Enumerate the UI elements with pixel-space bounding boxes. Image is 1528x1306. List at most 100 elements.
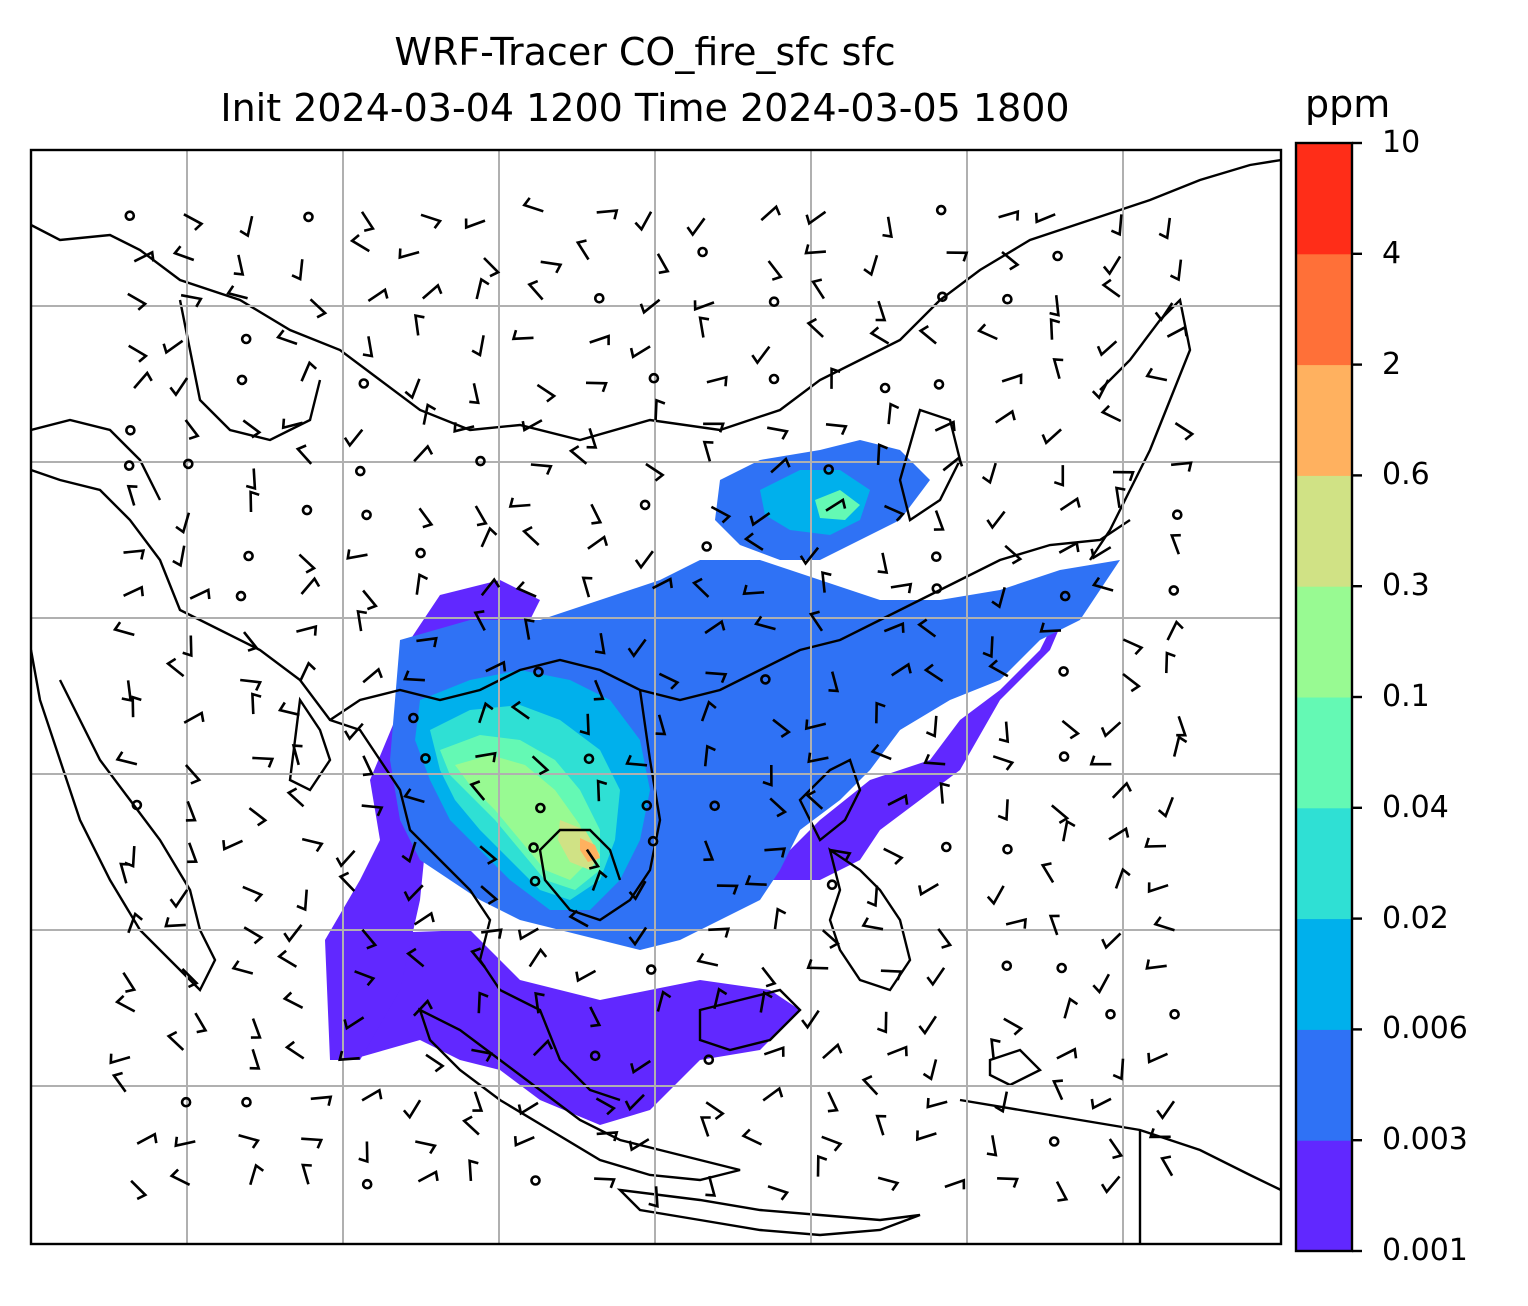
wind-barb bbox=[1176, 715, 1188, 737]
wind-barb bbox=[1056, 1047, 1078, 1060]
wind-barb bbox=[361, 928, 378, 950]
wind-barb bbox=[861, 917, 884, 931]
wind-barb bbox=[1101, 932, 1122, 950]
wind-barb bbox=[652, 577, 673, 590]
wind-barb bbox=[1147, 882, 1169, 894]
wind-barb bbox=[706, 375, 728, 387]
colorbar-tick-label: 10 bbox=[1382, 125, 1421, 160]
wind-barb bbox=[1108, 826, 1130, 841]
colorbar-ticks bbox=[1352, 141, 1362, 1253]
map-frame bbox=[29, 148, 1283, 1246]
wind-barb bbox=[589, 1006, 602, 1028]
wind-barb bbox=[402, 1099, 422, 1120]
wind-barb bbox=[181, 967, 199, 989]
calm-wind-marker bbox=[243, 550, 254, 562]
wind-barb bbox=[343, 722, 364, 741]
wind-barb bbox=[1122, 638, 1144, 656]
wind-barb bbox=[1169, 533, 1181, 555]
wind-barb bbox=[126, 484, 138, 506]
wind-barb bbox=[356, 609, 368, 632]
wind-barb bbox=[887, 402, 900, 425]
wind-barb bbox=[277, 701, 300, 717]
wind-barb bbox=[744, 874, 767, 886]
wind-barb bbox=[475, 277, 490, 300]
calm-wind-marker bbox=[301, 504, 313, 516]
wind-barb bbox=[925, 715, 938, 738]
wind-barb bbox=[811, 278, 825, 300]
wind-barb bbox=[245, 468, 257, 491]
calm-wind-marker bbox=[701, 541, 713, 552]
wind-barb bbox=[1112, 1058, 1125, 1081]
wind-barb bbox=[1091, 576, 1114, 592]
wind-barb bbox=[627, 638, 647, 658]
wind-barb bbox=[1051, 1079, 1064, 1101]
wind-barb bbox=[483, 257, 501, 278]
wind-barb bbox=[122, 971, 137, 993]
wind-barb bbox=[283, 924, 303, 943]
wind-barb bbox=[1058, 541, 1080, 554]
wind-barb bbox=[528, 947, 548, 968]
wind-barb bbox=[1100, 404, 1122, 423]
wind-barb bbox=[413, 444, 434, 463]
wind-barb bbox=[705, 671, 728, 684]
wind-barb bbox=[876, 443, 888, 465]
wind-barb bbox=[807, 752, 829, 764]
wind-barb bbox=[587, 534, 609, 550]
calm-wind-marker bbox=[879, 382, 891, 394]
wind-barb bbox=[413, 313, 425, 336]
wind-barb bbox=[1170, 461, 1193, 472]
wind-barb bbox=[1100, 1175, 1121, 1195]
calm-wind-marker bbox=[768, 296, 780, 308]
calm-wind-marker bbox=[589, 1050, 601, 1062]
wind-barb bbox=[517, 1101, 539, 1116]
wind-barb bbox=[522, 197, 544, 213]
plume-level-1 bbox=[330, 930, 800, 1125]
wind-barb bbox=[923, 753, 946, 766]
wind-barb bbox=[801, 1009, 820, 1030]
calm-wind-marker bbox=[131, 799, 143, 811]
plume-level-1-south-sea bbox=[325, 580, 540, 1060]
wind-barb bbox=[130, 1179, 148, 1201]
colorbar-segment bbox=[1296, 143, 1352, 255]
wind-barb bbox=[128, 344, 149, 363]
calm-wind-marker bbox=[768, 373, 780, 385]
wind-barb bbox=[362, 667, 383, 684]
wind-barb bbox=[686, 217, 706, 237]
calm-wind-marker bbox=[823, 464, 835, 475]
wind-barb bbox=[1089, 755, 1112, 766]
wind-barb bbox=[875, 701, 886, 724]
wind-barb bbox=[422, 402, 437, 425]
calm-wind-marker bbox=[1048, 1136, 1060, 1147]
wind-barb bbox=[656, 253, 670, 275]
wind-barb bbox=[1041, 428, 1062, 445]
wind-barb bbox=[918, 882, 939, 897]
wind-barb bbox=[169, 889, 189, 909]
wind-barb bbox=[1148, 1127, 1171, 1139]
plume-level-6 bbox=[455, 755, 590, 880]
wind-barb bbox=[625, 754, 648, 767]
wind-barb bbox=[586, 428, 598, 449]
wind-barb bbox=[1048, 914, 1060, 936]
wind-barb bbox=[527, 279, 544, 301]
wind-barb bbox=[242, 419, 262, 439]
wind-barb bbox=[403, 670, 425, 682]
wind-barb bbox=[343, 1016, 365, 1031]
wind-barb bbox=[1114, 867, 1131, 889]
wind-barb bbox=[481, 928, 503, 939]
calm-wind-marker bbox=[529, 875, 541, 887]
wind-barb bbox=[708, 927, 731, 938]
wind-barb bbox=[473, 610, 486, 632]
wind-barb bbox=[579, 713, 590, 736]
calm-wind-marker bbox=[647, 835, 659, 847]
wind-barb bbox=[986, 885, 1005, 906]
wind-barb bbox=[300, 360, 318, 382]
wind-barb bbox=[994, 1091, 1009, 1114]
wind-barb bbox=[286, 787, 305, 808]
map-title-line2: Init 2024-03-04 1200 Time 2024-03-05 180… bbox=[220, 86, 1070, 130]
wind-barb bbox=[804, 244, 826, 255]
wind-barb bbox=[194, 1012, 208, 1034]
wind-barb bbox=[310, 1095, 333, 1107]
wind-barb bbox=[808, 610, 824, 632]
wind-barb bbox=[282, 991, 304, 1009]
wind-barb bbox=[1040, 862, 1055, 884]
